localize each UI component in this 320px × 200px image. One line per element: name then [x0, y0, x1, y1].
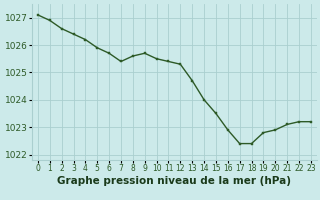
- X-axis label: Graphe pression niveau de la mer (hPa): Graphe pression niveau de la mer (hPa): [57, 176, 292, 186]
